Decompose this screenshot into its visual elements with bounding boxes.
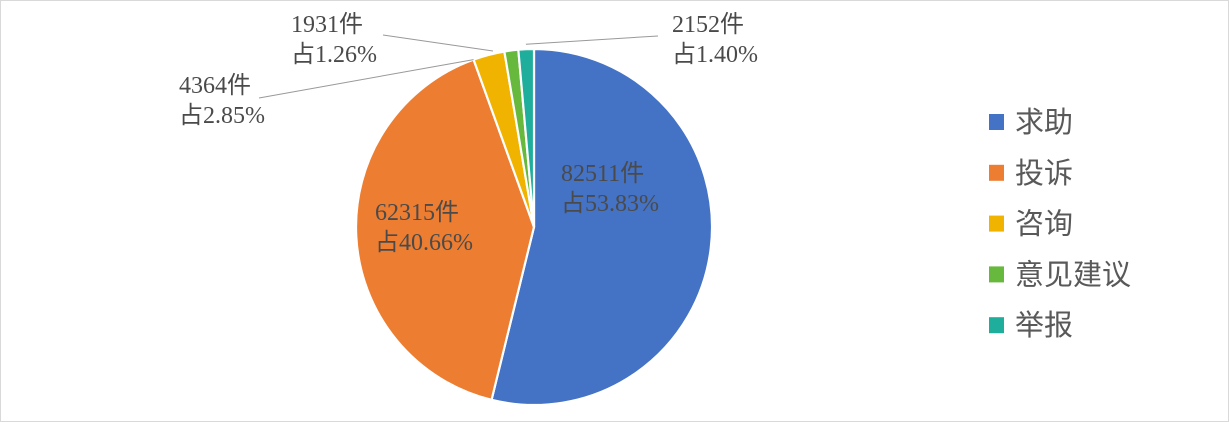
svg-text:举报: 举报	[1015, 309, 1073, 342]
svg-text:咨询: 咨询	[1015, 208, 1073, 241]
svg-text:占53.83%: 占53.83%	[561, 190, 659, 217]
svg-text:占1.40%: 占1.40%	[672, 41, 758, 68]
svg-text:1931件: 1931件	[291, 11, 363, 38]
svg-text:投诉: 投诉	[1015, 157, 1073, 190]
svg-text:占1.26%: 占1.26%	[291, 41, 377, 68]
svg-text:2152件: 2152件	[672, 11, 744, 38]
svg-text:占2.85%: 占2.85%	[179, 102, 265, 129]
svg-text:占40.66%: 占40.66%	[375, 229, 473, 256]
svg-text:意见建议: 意见建议	[1015, 258, 1131, 291]
svg-text:62315件: 62315件	[375, 199, 459, 226]
svg-text:4364件: 4364件	[179, 72, 251, 99]
svg-text:82511件: 82511件	[561, 160, 644, 187]
svg-text:求助: 求助	[1015, 106, 1073, 139]
